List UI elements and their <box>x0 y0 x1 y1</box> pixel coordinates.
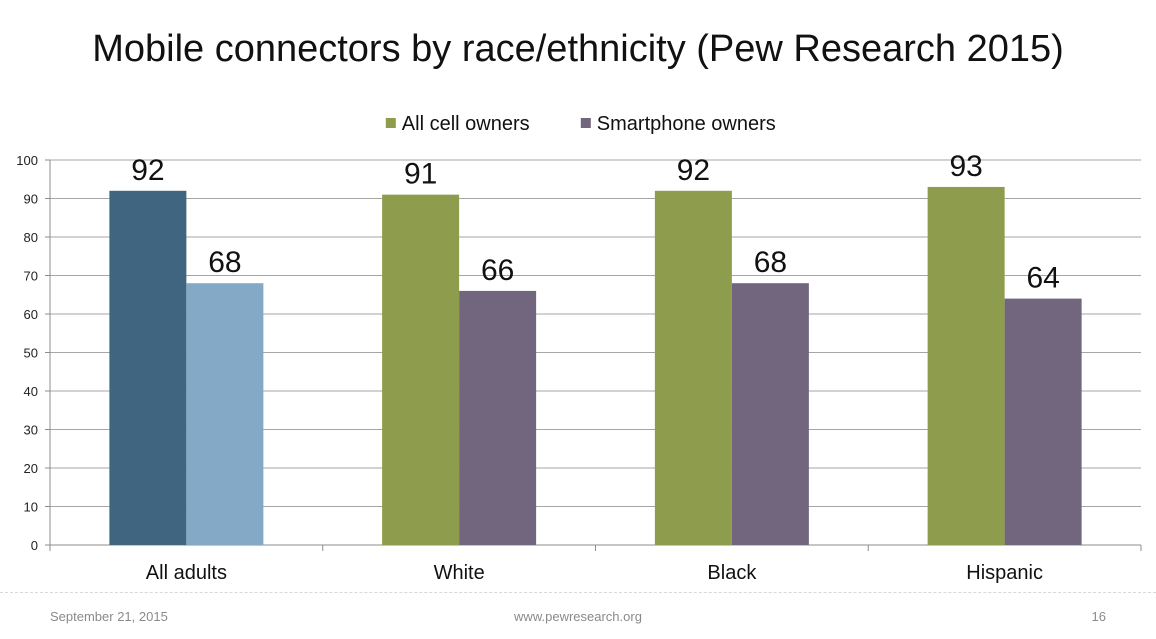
bar <box>654 190 732 546</box>
bar <box>927 186 1005 545</box>
bar <box>459 290 537 545</box>
legend: All cell owners Smartphone owners <box>385 113 776 135</box>
slide-footer: September 21, 2015 www.pewresearch.org 1… <box>0 592 1156 639</box>
bar <box>382 194 460 545</box>
x-category-label: Hispanic <box>966 562 1043 584</box>
y-tick-label: 90 <box>24 192 38 207</box>
data-label: 68 <box>208 246 241 279</box>
data-label: 93 <box>949 150 982 183</box>
bar <box>109 190 187 546</box>
x-category-label: Black <box>707 562 757 584</box>
data-label: 66 <box>481 254 514 287</box>
bars <box>109 186 1082 546</box>
data-label: 92 <box>131 154 164 187</box>
chart-title: Mobile connectors by race/ethnicity (Pew… <box>92 28 1064 70</box>
bar <box>731 283 809 545</box>
data-label: 92 <box>677 154 710 187</box>
legend-swatch <box>385 118 396 128</box>
y-tick-label: 60 <box>24 307 38 322</box>
y-tick-label: 30 <box>24 423 38 438</box>
bar <box>1004 298 1082 545</box>
y-tick-label: 80 <box>24 230 38 245</box>
y-tick-label: 10 <box>24 500 38 515</box>
x-category-label: White <box>434 562 485 584</box>
data-label: 68 <box>754 246 787 279</box>
y-tick-label: 50 <box>24 346 38 361</box>
data-label: 64 <box>1026 262 1059 295</box>
legend-swatch <box>580 118 591 128</box>
footer-website: www.pewresearch.org <box>514 609 642 624</box>
data-labels: 92 68 91 66 92 68 93 64 <box>131 150 1060 295</box>
y-tick-label: 0 <box>31 538 38 553</box>
page-number: 16 <box>1091 609 1106 624</box>
x-category-label: All adults <box>146 562 227 584</box>
category-labels: All adults White Black Hispanic <box>146 562 1043 584</box>
legend-label: Smartphone owners <box>597 113 776 135</box>
legend-label: All cell owners <box>402 113 530 135</box>
y-tick-label: 70 <box>24 269 38 284</box>
y-axis-ticks: 0 10 20 30 40 50 60 70 80 90 100 <box>16 153 1142 553</box>
y-tick-label: 20 <box>24 461 38 476</box>
y-tick-label: 100 <box>16 153 38 168</box>
data-label: 91 <box>404 158 437 191</box>
bar <box>186 283 264 545</box>
y-tick-label: 40 <box>24 384 38 399</box>
footer-date: September 21, 2015 <box>50 609 168 624</box>
